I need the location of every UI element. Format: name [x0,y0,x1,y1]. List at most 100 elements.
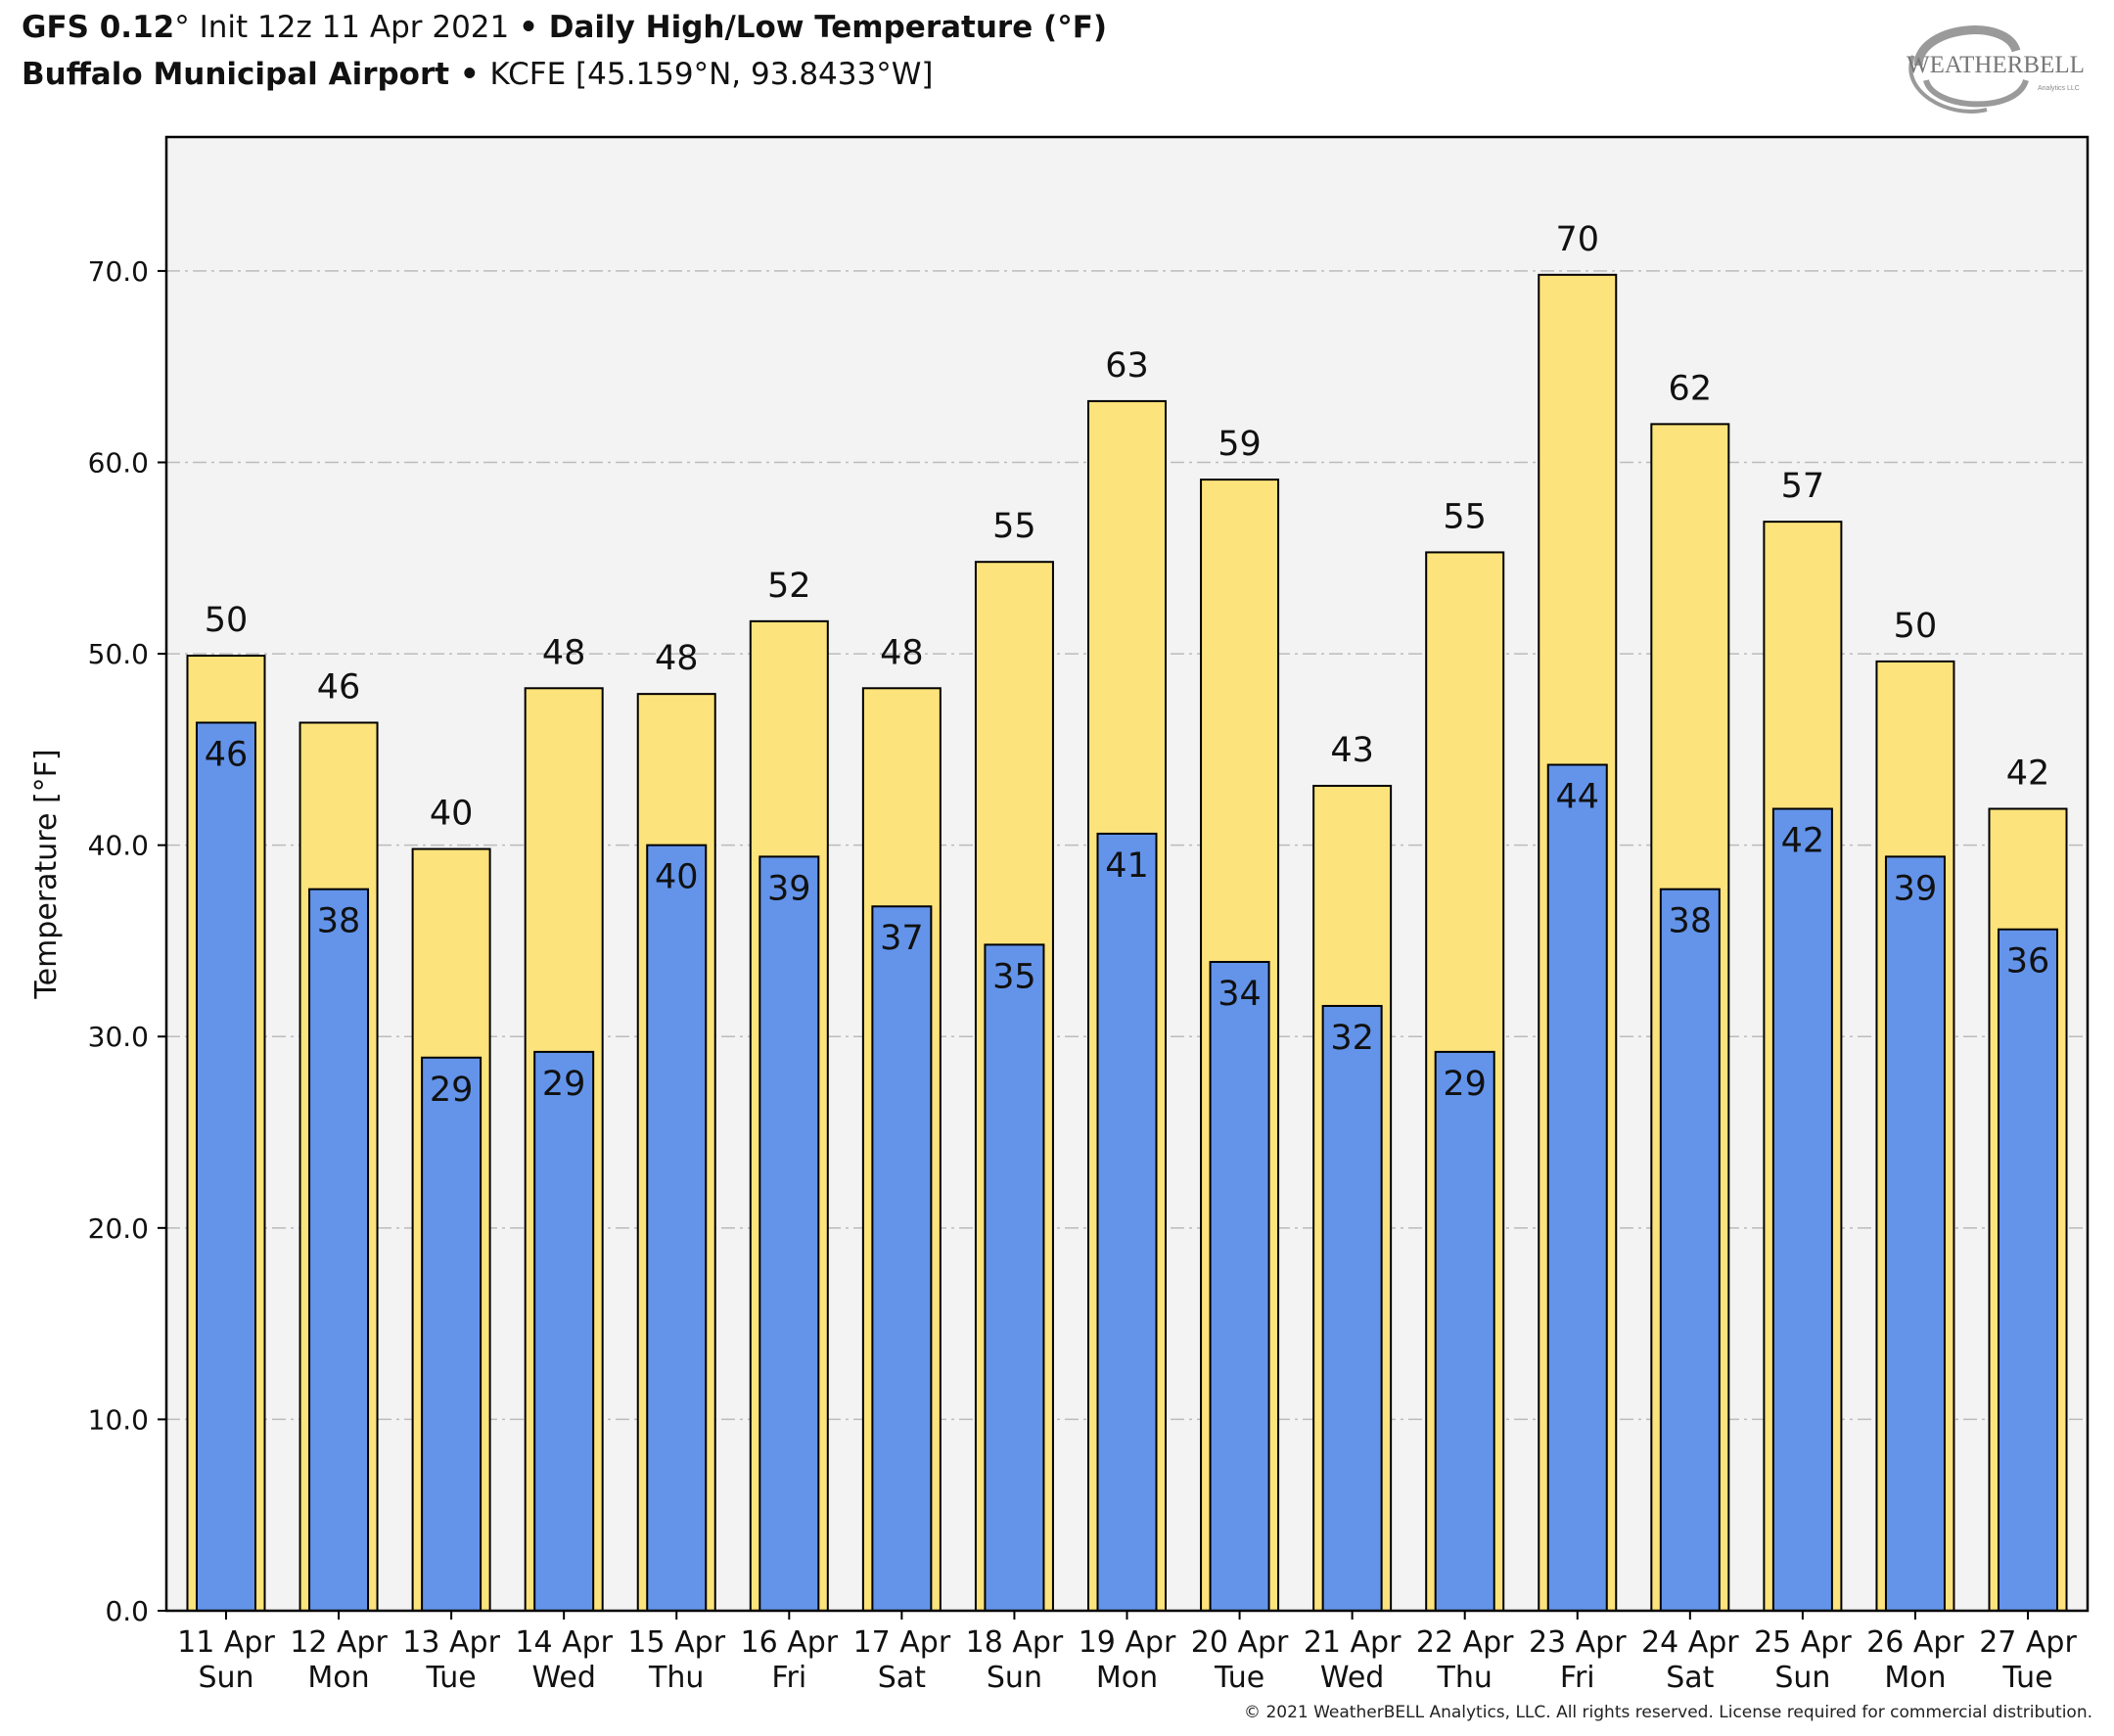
low-bar [1546,763,1608,1612]
x-tick-label-date: 17 Apr [853,1625,951,1660]
low-bar [1884,855,1946,1612]
low-bar [533,1050,595,1613]
low-value-label: 38 [1669,902,1713,941]
x-tick-label-date: 24 Apr [1641,1625,1739,1660]
x-tick-label-day: Wed [1320,1661,1384,1695]
copyright-notice: © 2021 WeatherBELL Analytics, LLC. All r… [1244,1703,2092,1722]
x-tick-label-date: 20 Apr [1191,1625,1289,1660]
x-tick-label-day: Sat [1666,1661,1714,1695]
high-value-label: 48 [880,633,924,672]
x-tick-label-day: Tue [425,1661,476,1695]
chart-title-line2: Buffalo Municipal Airport • KCFE [45.159… [22,57,933,92]
high-value-label: 42 [2006,754,2050,794]
low-bar [758,855,820,1612]
x-tick-label-day: Fri [771,1661,806,1695]
high-value-label: 46 [317,667,361,707]
y-tick-label: 30.0 [88,1021,149,1053]
x-tick-label-day: Sat [878,1661,926,1695]
x-tick-label-date: 12 Apr [290,1625,388,1660]
y-tick-label: 60.0 [88,446,149,479]
x-tick-label-date: 23 Apr [1529,1625,1627,1660]
y-tick-label: 70.0 [88,255,149,288]
high-value-label: 48 [655,639,699,678]
x-tick-label-day: Mon [1884,1661,1946,1695]
x-tick-label-day: Sun [198,1661,253,1695]
weatherbell-logo: WEATHERBELL Analytics LLC [1907,25,2085,114]
high-value-label: 62 [1669,369,1713,408]
high-value-label: 55 [992,507,1036,546]
x-tick-label-day: Mon [1096,1661,1158,1695]
low-bar [195,721,256,1612]
low-value-label: 29 [542,1065,586,1104]
low-value-label: 36 [2006,942,2050,982]
low-value-label: 34 [1218,975,1262,1014]
station-name: Buffalo Municipal Airport [22,57,450,92]
station-info: KCFE [45.159°N, 93.8433°W] [489,57,934,92]
x-tick-label-day: Wed [531,1661,595,1695]
x-tick-label-date: 21 Apr [1304,1625,1402,1660]
y-tick-label: 40.0 [88,830,149,862]
x-tick-label-date: 19 Apr [1079,1625,1176,1660]
model-degree: ° [174,10,190,45]
separator: • [519,10,549,45]
low-value-label: 44 [1555,778,1599,817]
low-value-label: 42 [1781,822,1825,861]
low-value-label: 35 [992,957,1036,996]
x-tick-label-date: 25 Apr [1754,1625,1852,1660]
low-bar [1771,807,1833,1612]
x-tick-label-day: Tue [1214,1661,1264,1695]
logo-subtext: Analytics LLC [2038,85,2080,92]
high-value-label: 40 [430,795,474,834]
low-bar [1209,960,1270,1612]
low-value-label: 39 [767,869,811,908]
high-value-label: 50 [205,601,249,640]
x-tick-label-day: Thu [648,1661,704,1695]
high-value-label: 50 [1894,607,1938,646]
high-value-label: 63 [1105,346,1149,386]
x-tick-label-day: Mon [307,1661,369,1695]
low-value-label: 40 [655,858,699,897]
x-tick-label-date: 26 Apr [1866,1625,1964,1660]
x-tick-label-date: 14 Apr [515,1625,613,1660]
product-name: Daily High/Low Temperature (°F) [548,10,1108,45]
low-value-label: 38 [317,902,361,941]
y-axis-label: Temperature [°F] [29,749,64,999]
model-name: GFS 0.12 [22,10,175,45]
x-tick-label-date: 27 Apr [1979,1625,2077,1660]
plot-frame [164,135,2090,1613]
x-tick-label-day: Sun [987,1661,1042,1695]
x-tick-label-date: 22 Apr [1416,1625,1514,1660]
x-tick-label-date: 11 Apr [177,1625,275,1660]
low-value-label: 37 [880,919,924,958]
logo-text: WEATHERBELL [1907,52,2085,78]
init-time: Init 12z 11 Apr 2021 [189,10,520,45]
low-bar [1321,1004,1383,1612]
low-value-label: 29 [1443,1065,1487,1104]
x-tick-label-date: 18 Apr [966,1625,1064,1660]
y-tick-label: 50.0 [88,638,149,670]
x-tick-label-day: Thu [1437,1661,1493,1695]
chart-title-line1: GFS 0.12° Init 12z 11 Apr 2021 • Daily H… [22,10,1107,45]
high-value-label: 57 [1781,467,1825,506]
high-value-label: 59 [1218,425,1262,464]
low-bar [984,943,1045,1612]
x-tick-label-day: Fri [1560,1661,1595,1695]
y-tick-label: 20.0 [88,1212,149,1245]
high-value-label: 43 [1330,731,1374,770]
separator: • [449,57,490,92]
low-bar [1998,928,2059,1612]
high-value-label: 48 [542,633,586,672]
y-tick-label: 0.0 [105,1595,149,1627]
low-bar [646,844,708,1612]
x-tick-label-date: 13 Apr [402,1625,500,1660]
low-bar [308,888,370,1612]
low-value-label: 46 [205,735,249,774]
high-value-label: 52 [767,567,811,606]
low-value-label: 41 [1105,846,1149,886]
high-value-label: 70 [1555,220,1599,259]
low-bar [1096,832,1158,1612]
y-tick-label: 10.0 [88,1403,149,1436]
low-value-label: 29 [430,1071,474,1110]
low-bar [421,1056,483,1612]
